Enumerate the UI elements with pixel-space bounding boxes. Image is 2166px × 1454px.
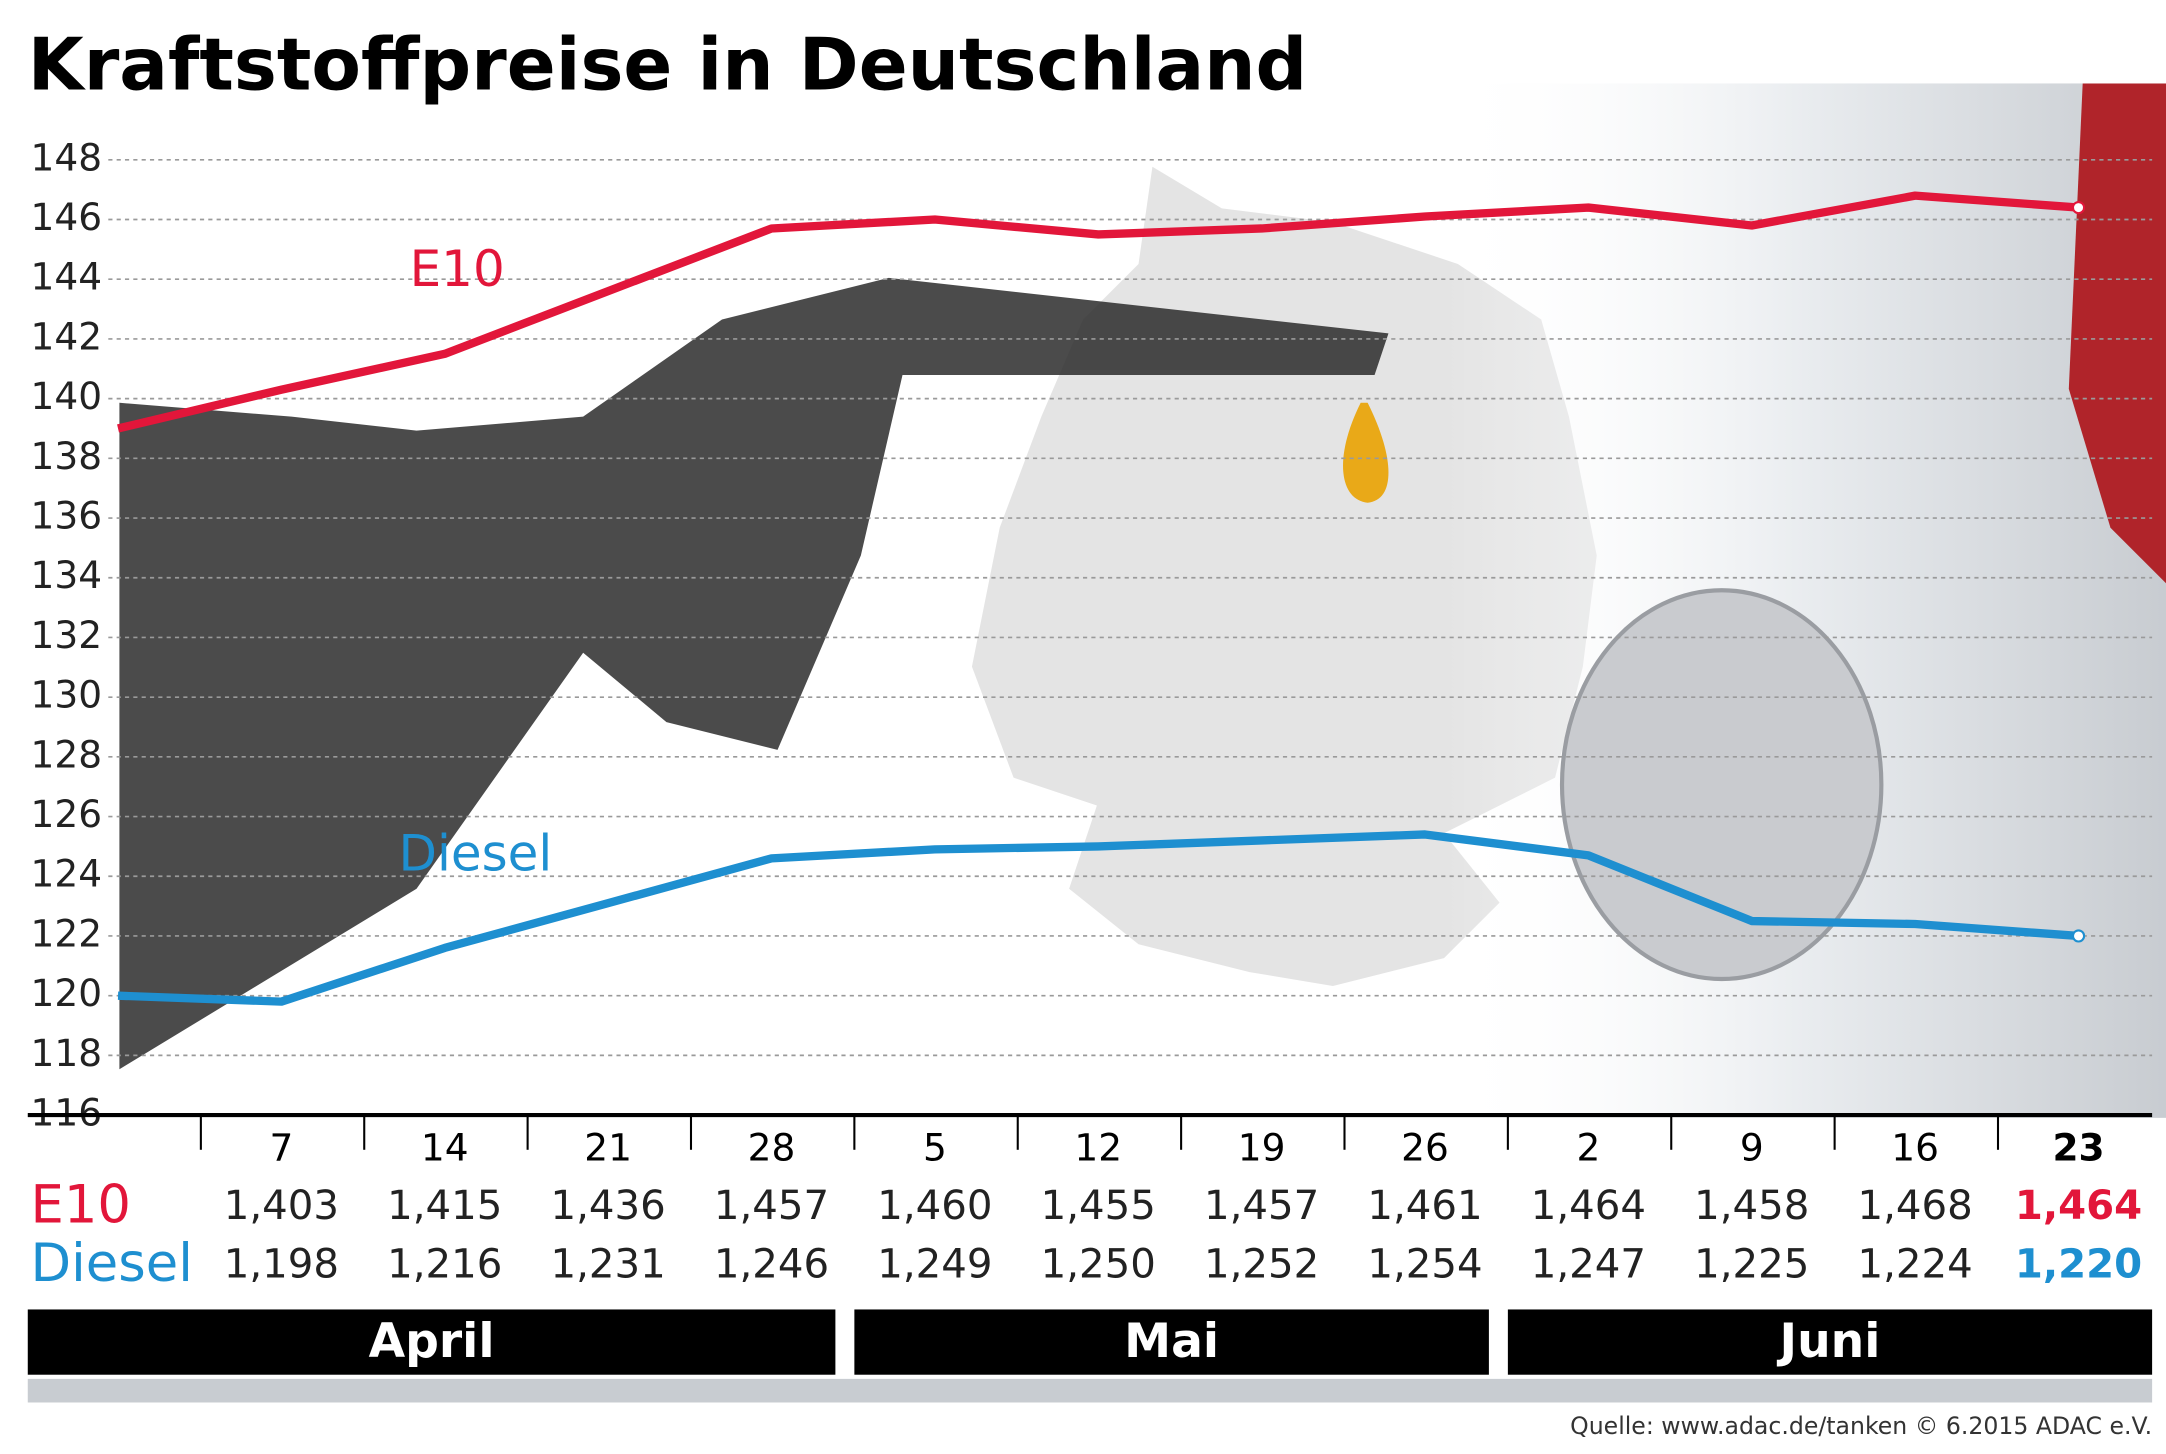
source: Quelle: www.adac.de/tanken © 6.2015 ADAC… (1570, 1412, 2152, 1440)
x-tick-label: 21 (584, 1125, 632, 1169)
y-tick-label: 144 (31, 255, 103, 299)
value-label: 1,403 (224, 1183, 339, 1229)
x-tick-label: 28 (748, 1125, 796, 1169)
fuel-cap (1559, 588, 1884, 982)
value-label: 1,457 (1204, 1183, 1319, 1229)
y-tick-label: 134 (31, 553, 103, 597)
y-tick-label: 128 (31, 732, 103, 776)
value-label: 1,250 (1041, 1241, 1156, 1287)
series-label: Diesel (398, 824, 552, 882)
x-tick-label: 16 (1891, 1125, 1939, 1169)
month-label: Mai (1124, 1314, 1219, 1369)
month-label: April (369, 1314, 495, 1369)
series-line (117, 830, 2079, 1006)
series-label: E10 (410, 240, 505, 298)
y-tick-label: 124 (31, 852, 103, 896)
month-bar (27, 1309, 836, 1375)
month-label: Juni (1777, 1314, 1881, 1369)
value-label: 1,464 (2015, 1183, 2142, 1229)
value-label: 1,247 (1531, 1241, 1646, 1287)
y-tick-label: 140 (31, 374, 103, 418)
value-label: 1,455 (1041, 1183, 1156, 1229)
footer-bar (27, 1378, 2153, 1403)
value-label: 1,216 (387, 1241, 502, 1287)
x-tick-label: 26 (1401, 1125, 1449, 1169)
value-label: 1,249 (877, 1241, 992, 1287)
value-label: 1,457 (714, 1183, 829, 1229)
value-label: 1,231 (551, 1241, 666, 1287)
x-tick-label: 2 (1576, 1125, 1600, 1169)
value-label: 1,224 (1858, 1241, 1973, 1287)
value-label: 1,415 (387, 1183, 502, 1229)
x-tick-label: 5 (923, 1125, 947, 1169)
row-label: Diesel (31, 1233, 193, 1294)
y-tick-label: 130 (31, 673, 103, 717)
month-bar (854, 1309, 1489, 1375)
chart-title: Kraftstoffpreise in Deutschland (28, 24, 1307, 108)
value-label: 1,461 (1367, 1183, 1482, 1229)
value-label: 1,468 (1858, 1183, 1973, 1229)
y-tick-label: 142 (31, 314, 103, 358)
y-tick-label: 132 (31, 613, 103, 657)
y-tick-label: 126 (31, 792, 103, 836)
drop (1343, 402, 1389, 503)
x-tick-label: 23 (2052, 1125, 2104, 1169)
x-tick-label: 14 (421, 1125, 469, 1169)
value-label: 1,254 (1367, 1241, 1482, 1287)
value-label: 1,460 (877, 1183, 992, 1229)
value-label: 1,252 (1204, 1241, 1319, 1287)
fuel-pump (119, 277, 1389, 1070)
value-label: 1,225 (1694, 1241, 1809, 1287)
x-tick-label: 19 (1238, 1125, 1286, 1169)
row-label: E10 (31, 1175, 131, 1236)
value-label: 1,246 (714, 1241, 829, 1287)
y-tick-label: 146 (31, 195, 103, 239)
y-tick-label: 138 (31, 434, 103, 478)
y-tick-label: 136 (31, 494, 103, 538)
y-tick-label: 148 (31, 135, 103, 179)
value-label: 1,220 (2015, 1241, 2142, 1287)
month-bar (1507, 1309, 2153, 1375)
x-tick-label: 7 (269, 1125, 293, 1169)
value-label: 1,458 (1694, 1183, 1809, 1229)
y-tick-label: 118 (31, 1031, 103, 1075)
series-line (117, 191, 2079, 433)
end-point (2071, 929, 2086, 943)
value-label: 1,198 (224, 1241, 339, 1287)
x-tick-label: 9 (1740, 1125, 1764, 1169)
value-label: 1,436 (551, 1183, 666, 1229)
y-tick-label: 122 (31, 911, 103, 955)
x-tick-label: 12 (1074, 1125, 1122, 1169)
end-point (2071, 200, 2086, 215)
car-background (1444, 83, 2166, 1118)
y-tick-label: 116 (31, 1091, 103, 1135)
y-tick-label: 120 (31, 971, 103, 1015)
value-label: 1,464 (1531, 1183, 1646, 1229)
